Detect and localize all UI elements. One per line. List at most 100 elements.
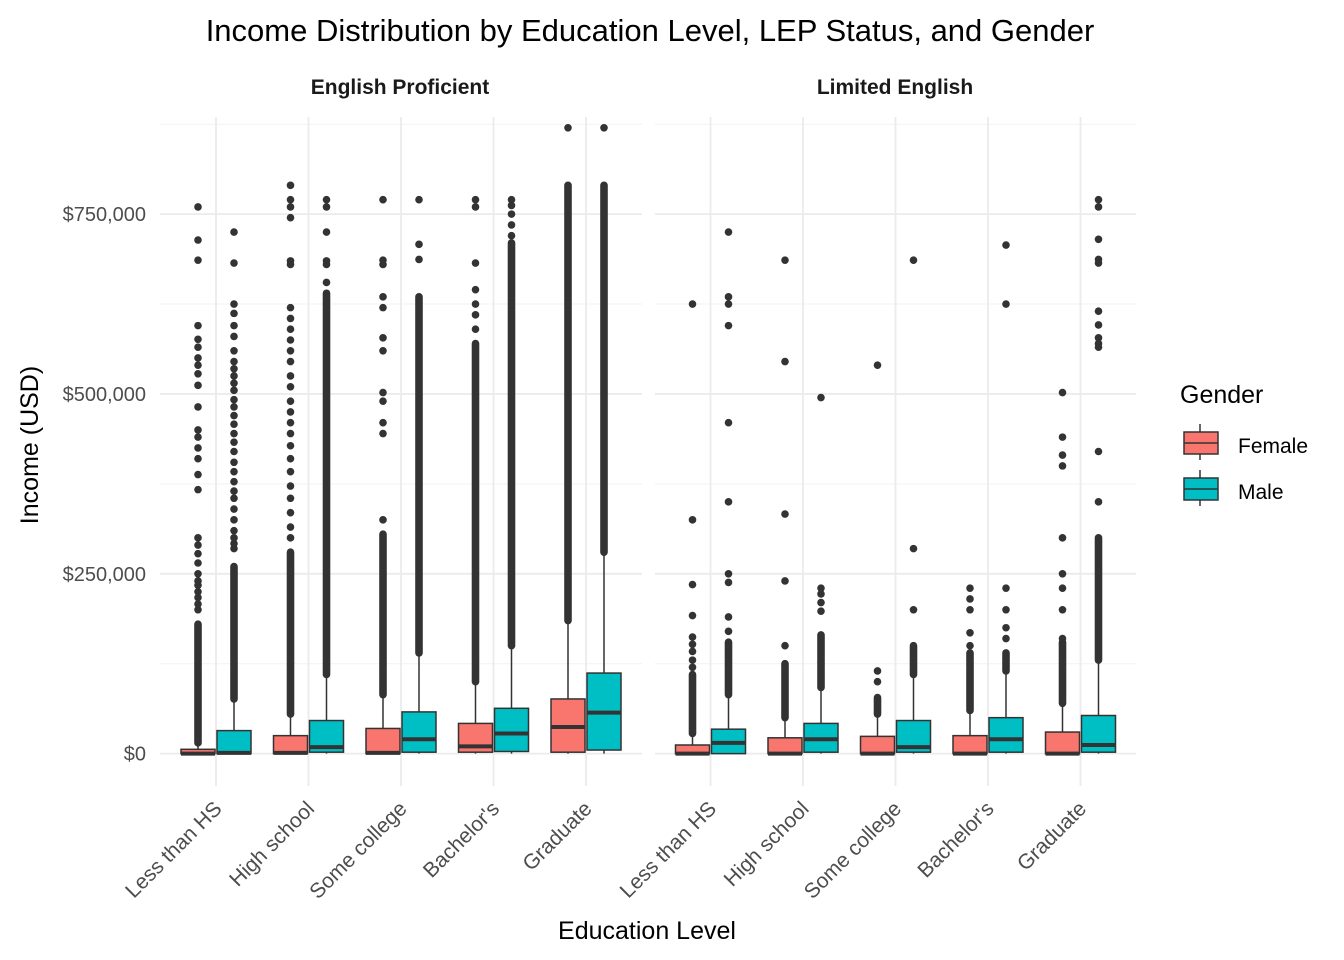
outlier-point-english-proficient-bachelor-s-female bbox=[471, 259, 480, 267]
outlier-point-english-proficient-less-than-hs-female bbox=[194, 600, 202, 608]
outlier-point-limited-english-less-than-hs-male bbox=[724, 578, 733, 587]
legend-label-female: Female bbox=[1238, 435, 1308, 458]
outlier-point-limited-english-bachelor-s-male bbox=[1002, 241, 1010, 249]
box-limited-english-bachelor-s-female bbox=[952, 734, 988, 755]
x-tick-label: Bachelor's bbox=[419, 797, 504, 882]
outlier-cluster-limited-english-less-than-hs-female bbox=[688, 670, 697, 738]
outlier-point-limited-english-graduate-male bbox=[1094, 321, 1103, 329]
outlier-point-limited-english-graduate-male bbox=[1094, 203, 1103, 211]
legend-label-male: Male bbox=[1238, 481, 1284, 504]
outlier-point-english-proficient-high-school-female bbox=[286, 534, 295, 542]
outlier-point-limited-english-graduate-female bbox=[1058, 433, 1067, 441]
outlier-point-english-proficient-less-than-hs-female bbox=[194, 577, 202, 585]
outlier-point-english-proficient-less-than-hs-male bbox=[230, 526, 238, 535]
outlier-point-limited-english-high-school-male bbox=[817, 393, 825, 402]
box-limited-english-graduate-female bbox=[1044, 731, 1081, 755]
outlier-point-english-proficient-high-school-female bbox=[286, 382, 295, 391]
outlier-point-english-proficient-less-than-hs-female bbox=[194, 354, 202, 362]
outlier-point-english-proficient-less-than-hs-male bbox=[230, 357, 238, 366]
panel-marks bbox=[674, 195, 1117, 756]
x-tick-label: Less than HS bbox=[616, 797, 721, 902]
outlier-point-english-proficient-bachelor-s-male bbox=[507, 231, 516, 240]
outlier-point-english-proficient-graduate-female bbox=[564, 123, 572, 132]
outlier-cluster-english-proficient-graduate-male bbox=[600, 181, 608, 557]
outlier-cluster-limited-english-high-school-female bbox=[781, 659, 789, 722]
outlier-point-english-proficient-high-school-male bbox=[322, 203, 331, 211]
outlier-cluster-limited-english-bachelor-s-male bbox=[1002, 649, 1010, 675]
legend-key-male bbox=[1183, 470, 1219, 506]
x-tick-label: Less than HS bbox=[121, 797, 226, 902]
outlier-point-english-proficient-less-than-hs-female bbox=[194, 559, 202, 567]
outlier-cluster-limited-english-less-than-hs-male bbox=[724, 638, 733, 699]
outlier-point-english-proficient-bachelor-s-male bbox=[507, 201, 516, 210]
outlier-point-limited-english-graduate-female bbox=[1058, 534, 1067, 542]
panel-strip-label-english-proficient: English Proficient bbox=[311, 76, 490, 99]
outlier-point-english-proficient-high-school-male bbox=[322, 257, 331, 265]
legend-key-female bbox=[1183, 424, 1219, 460]
outlier-point-english-proficient-less-than-hs-female bbox=[194, 470, 202, 479]
outlier-point-limited-english-graduate-male bbox=[1094, 339, 1103, 348]
y-tick-label: $750,000 bbox=[63, 204, 146, 226]
outlier-point-limited-english-bachelor-s-male bbox=[1002, 634, 1010, 643]
outlier-point-english-proficient-less-than-hs-female bbox=[194, 534, 202, 542]
outlier-point-english-proficient-less-than-hs-male bbox=[230, 458, 238, 467]
outlier-point-english-proficient-less-than-hs-male bbox=[230, 386, 238, 395]
outlier-point-english-proficient-less-than-hs-male bbox=[230, 438, 238, 446]
box-limited-english-high-school-female bbox=[767, 737, 803, 755]
outlier-point-english-proficient-high-school-female bbox=[286, 346, 295, 355]
outlier-point-limited-english-less-than-hs-female bbox=[688, 516, 697, 524]
outlier-point-english-proficient-high-school-male bbox=[322, 195, 331, 204]
outlier-point-english-proficient-less-than-hs-male bbox=[230, 395, 238, 404]
outlier-point-english-proficient-less-than-hs-male bbox=[230, 494, 238, 503]
outlier-point-limited-english-graduate-male bbox=[1094, 255, 1103, 264]
outlier-point-limited-english-some-college-female bbox=[873, 667, 882, 675]
outlier-point-limited-english-bachelor-s-male bbox=[1002, 605, 1010, 614]
outlier-point-english-proficient-high-school-female bbox=[286, 372, 295, 380]
outlier-cluster-english-proficient-high-school-female bbox=[286, 548, 295, 718]
outlier-point-limited-english-graduate-female bbox=[1058, 388, 1067, 397]
outlier-point-english-proficient-less-than-hs-female bbox=[194, 485, 202, 494]
outlier-point-english-proficient-less-than-hs-male bbox=[230, 346, 238, 355]
outlier-point-english-proficient-less-than-hs-female bbox=[194, 203, 202, 211]
outlier-point-limited-english-graduate-female bbox=[1058, 451, 1067, 459]
panel-strip-label-limited-english: Limited English bbox=[817, 76, 973, 99]
outlier-point-limited-english-high-school-female bbox=[781, 641, 789, 650]
outlier-point-english-proficient-high-school-female bbox=[286, 257, 295, 265]
outlier-point-english-proficient-high-school-female bbox=[286, 429, 295, 438]
outlier-point-english-proficient-high-school-male bbox=[322, 278, 331, 287]
x-tick-label: High school bbox=[225, 797, 319, 891]
outlier-point-english-proficient-bachelor-s-female bbox=[471, 300, 480, 308]
panel-grid bbox=[160, 117, 642, 786]
outlier-point-english-proficient-high-school-female bbox=[286, 467, 295, 476]
outlier-point-limited-english-graduate-male bbox=[1094, 235, 1103, 244]
outlier-point-limited-english-some-college-male bbox=[909, 544, 918, 553]
outlier-point-limited-english-graduate-female bbox=[1058, 634, 1067, 643]
x-tick-label: Graduate bbox=[518, 797, 596, 875]
outlier-point-english-proficient-less-than-hs-female bbox=[194, 541, 202, 549]
outlier-cluster-english-proficient-less-than-hs-female bbox=[194, 620, 202, 747]
box-limited-english-bachelor-s-male bbox=[988, 716, 1024, 753]
outlier-point-limited-english-graduate-male bbox=[1094, 334, 1103, 342]
outlier-point-limited-english-less-than-hs-male bbox=[724, 300, 733, 308]
outlier-point-limited-english-less-than-hs-female bbox=[688, 663, 697, 672]
y-tick-label: $500,000 bbox=[63, 384, 146, 406]
outlier-point-limited-english-less-than-hs-female bbox=[688, 611, 697, 620]
outlier-point-limited-english-less-than-hs-female bbox=[688, 300, 697, 308]
x-tick-label: Graduate bbox=[1013, 797, 1091, 875]
outlier-point-limited-english-graduate-male bbox=[1094, 195, 1103, 204]
outlier-point-english-proficient-less-than-hs-male bbox=[230, 332, 238, 341]
y-axis-tick-labels: $0 $250,000 $500,000 $750,000 bbox=[63, 204, 146, 766]
outlier-point-english-proficient-some-college-male bbox=[415, 195, 423, 204]
outlier-point-limited-english-high-school-male bbox=[817, 598, 825, 607]
outlier-point-english-proficient-bachelor-s-female bbox=[471, 203, 480, 211]
outlier-point-limited-english-bachelor-s-female bbox=[966, 628, 974, 637]
outlier-point-english-proficient-some-college-female bbox=[379, 346, 387, 355]
outlier-point-english-proficient-less-than-hs-female bbox=[194, 343, 202, 351]
panel-marks bbox=[180, 123, 622, 756]
outlier-point-limited-english-bachelor-s-male bbox=[1002, 300, 1010, 308]
outlier-point-english-proficient-bachelor-s-male bbox=[507, 210, 516, 218]
outlier-point-english-proficient-less-than-hs-male bbox=[230, 259, 238, 267]
outlier-point-limited-english-high-school-male bbox=[817, 584, 825, 592]
outlier-point-english-proficient-less-than-hs-male bbox=[230, 372, 238, 380]
